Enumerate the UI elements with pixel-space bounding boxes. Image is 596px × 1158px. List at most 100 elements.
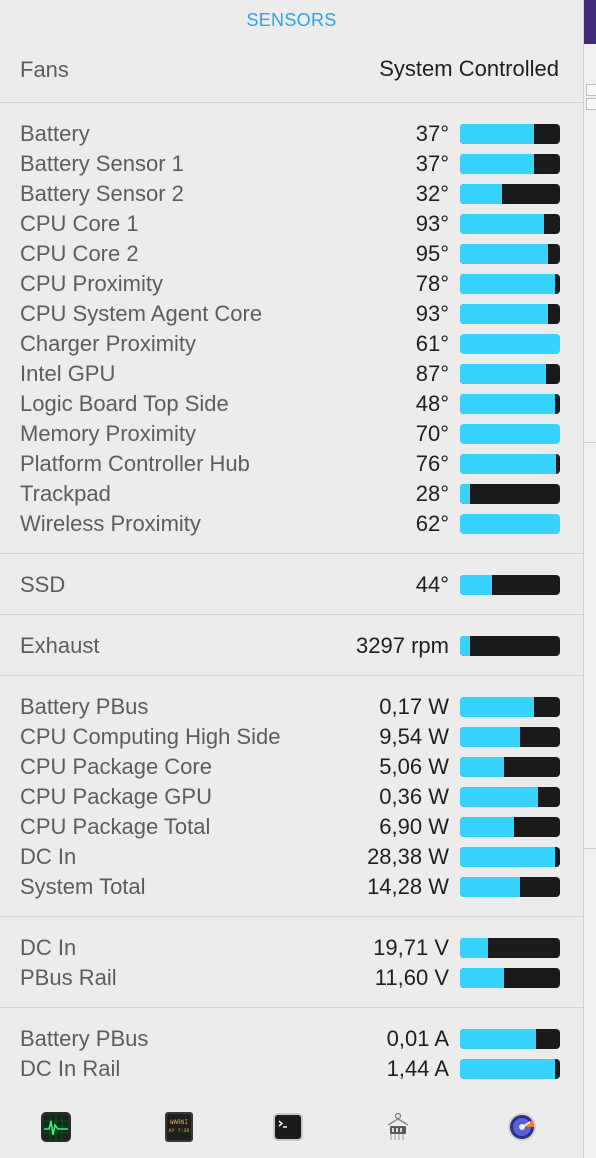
divider	[0, 614, 583, 615]
sensor-value: 37°	[415, 121, 449, 146]
sensor-name: DC In	[20, 844, 77, 869]
sensor-name: System Total	[20, 874, 146, 899]
sensor-level-fill	[460, 154, 534, 174]
sensor-name: Wireless Proximity	[20, 511, 201, 536]
sensor-level-fill	[460, 244, 548, 264]
sensor-level-fill	[460, 1029, 536, 1049]
console-icon[interactable]: WARNI AY 7:36	[163, 1111, 195, 1143]
sensor-group: Battery PBus 0,17 W CPU Computing High Sid…	[0, 676, 583, 916]
sensor-level-fill	[460, 424, 560, 444]
sensor-name: Charger Proximity	[20, 331, 197, 356]
sensor-row: Wireless Proximity 62°	[0, 508, 583, 538]
sensor-level-bar	[460, 787, 560, 807]
divider	[0, 553, 583, 554]
disk-utility-icon[interactable]	[506, 1111, 538, 1143]
sensor-groups: Battery 37° Battery Sensor 1 37° Battery Sen…	[0, 103, 583, 1099]
sensor-value: 11,60 V	[374, 965, 449, 990]
sensor-level-bar	[460, 334, 560, 354]
sensor-name: Battery Sensor 1	[20, 151, 184, 176]
background-window-titlebar	[584, 0, 596, 44]
sensor-value: 0,01 A	[386, 1026, 449, 1051]
sensor-level-bar	[460, 1029, 560, 1049]
sensor-level-bar	[460, 214, 560, 234]
activity-monitor-icon[interactable]	[40, 1111, 72, 1143]
console-icon-text: AY 7:36	[168, 1128, 189, 1134]
panel-title: SENSORS	[246, 10, 337, 30]
sensor-name: CPU Package Core	[20, 754, 212, 779]
fans-row: Fans System Controlled	[0, 40, 583, 102]
divider	[0, 102, 583, 103]
sensor-group: Battery PBus 0,01 A DC In Rail 1,44 A	[0, 1008, 583, 1098]
sensor-level-bar	[460, 847, 560, 867]
sensor-value: 93°	[415, 301, 449, 326]
sensor-row: DC In Rail 1,44 A	[0, 1053, 583, 1083]
sensor-group: SSD 44°	[0, 554, 583, 614]
sensor-name: CPU Package Total	[20, 814, 211, 839]
background-window-edge	[584, 0, 596, 1158]
footer-toolbar: WARNI AY 7:36	[0, 1093, 583, 1158]
sensor-value: 48°	[415, 391, 449, 416]
sensor-level-fill	[460, 877, 520, 897]
divider	[0, 916, 583, 917]
sensor-value: 0,17 W	[379, 694, 449, 719]
sensor-level-fill	[460, 757, 504, 777]
sensor-value: 9,54 W	[379, 724, 449, 749]
sensor-value: 19,71 V	[373, 935, 449, 960]
sensor-level-fill	[460, 968, 504, 988]
sensors-panel: SENSORS Fans System Controlled Battery 37…	[0, 0, 584, 1158]
sensor-name: CPU Core 1	[20, 211, 139, 236]
sensor-level-bar	[460, 514, 560, 534]
system-information-icon[interactable]	[382, 1111, 414, 1143]
sensor-value: 44°	[415, 572, 449, 597]
sensor-level-bar	[460, 484, 560, 504]
sensor-level-fill	[460, 636, 470, 656]
sensor-level-fill	[460, 304, 548, 324]
sensor-value: 70°	[415, 421, 449, 446]
sensor-level-bar	[460, 124, 560, 144]
sensor-row: SSD 44°	[0, 569, 583, 599]
sensor-value: 28°	[415, 481, 449, 506]
console-icon-text: WARNI	[170, 1119, 188, 1126]
sensor-row: PBus Rail 11,60 V	[0, 962, 583, 992]
sensor-level-bar	[460, 636, 560, 656]
sensor-name: CPU Package GPU	[20, 784, 212, 809]
sensor-name: Platform Controller Hub	[20, 451, 250, 476]
sensor-row: Platform Controller Hub 76°	[0, 448, 583, 478]
terminal-icon[interactable]	[272, 1111, 304, 1143]
sensor-value: 61°	[415, 331, 449, 356]
sensor-level-fill	[460, 124, 534, 144]
sensor-name: Intel GPU	[20, 361, 116, 386]
sensor-row: CPU Core 1 93°	[0, 208, 583, 238]
sensor-name: Battery Sensor 2	[20, 181, 184, 206]
sensor-value: 14,28 W	[367, 874, 449, 899]
sensor-value: 76°	[415, 451, 449, 476]
sensor-level-fill	[460, 274, 555, 294]
sensor-row: DC In 28,38 W	[0, 841, 583, 871]
sensor-level-bar	[460, 304, 560, 324]
sensor-level-fill	[460, 214, 544, 234]
sensor-row: Memory Proximity 70°	[0, 418, 583, 448]
sensor-name: CPU Proximity	[20, 271, 164, 296]
sensor-name: Battery PBus	[20, 1026, 149, 1051]
sensor-row: CPU Package Core 5,06 W	[0, 751, 583, 781]
background-divider	[584, 848, 596, 849]
sensor-row: CPU System Agent Core 93°	[0, 298, 583, 328]
sensor-row: Battery PBus 0,01 A	[0, 1023, 583, 1053]
sensor-row: DC In 19,71 V	[0, 932, 583, 962]
sensor-level-bar	[460, 424, 560, 444]
sensor-value: 32°	[415, 181, 449, 206]
sensor-name: Logic Board Top Side	[20, 391, 229, 416]
sensor-level-bar	[460, 244, 560, 264]
sensor-name: CPU Core 2	[20, 241, 139, 266]
sensor-level-bar	[460, 394, 560, 414]
sensor-level-bar	[460, 454, 560, 474]
sensor-name: Trackpad	[20, 481, 111, 506]
sensor-level-bar	[460, 938, 560, 958]
sensor-level-bar	[460, 1059, 560, 1079]
sensor-level-bar	[460, 364, 560, 384]
sensor-row: Exhaust 3297 rpm	[0, 630, 583, 660]
divider	[0, 1007, 583, 1008]
sensor-group: Exhaust 3297 rpm	[0, 615, 583, 675]
sensor-level-bar	[460, 274, 560, 294]
sensor-name: SSD	[20, 572, 66, 597]
